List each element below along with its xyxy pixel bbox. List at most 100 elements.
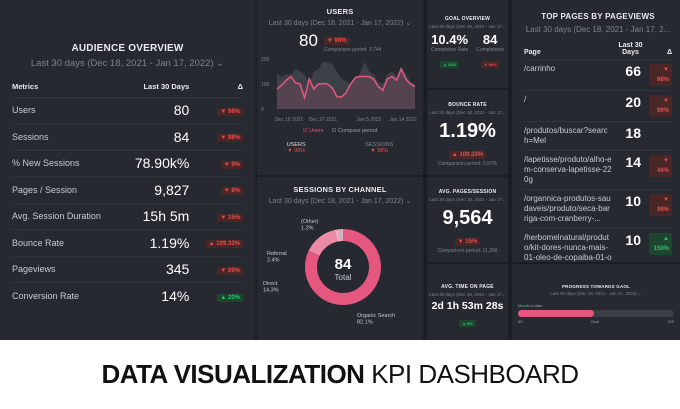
slice-label: Direct 14.3% xyxy=(263,281,279,294)
table-row: Sessions 84 ▼ 98% xyxy=(12,123,243,150)
panel-title: PROGRESS TOWARDS GAOL xyxy=(561,284,631,289)
date-range-dropdown[interactable]: Last 30 days (Dec 18, 2021 - Jan 17, 202… xyxy=(30,58,225,69)
legend-users[interactable]: ☑ Users xyxy=(302,128,324,134)
panel-title: GOAL OVERVIEW xyxy=(444,16,491,22)
panel-title: AUDIENCE OVERVIEW xyxy=(71,43,184,54)
footer-title: DATA VISUALIZATION KPI DASHBOARD xyxy=(0,340,680,409)
slice-other[interactable] xyxy=(340,229,343,242)
metric-value: 15h 5m xyxy=(120,202,198,230)
users-line xyxy=(276,67,416,101)
page-path[interactable]: /lapetisse/produto/alho-em-conserva-lape… xyxy=(524,150,612,190)
dashboard: AUDIENCE OVERVIEW Last 30 days (Dec 18, … xyxy=(0,0,680,340)
users-area xyxy=(277,69,415,109)
completion-rate-label: Completion Rate xyxy=(430,47,469,53)
comparison-text: Comparison period: 0.57% xyxy=(437,161,498,167)
avg-time-value: 2d 1h 53m 28s xyxy=(431,300,504,312)
change-badge: ▲ 28% xyxy=(440,61,460,68)
progress-fill xyxy=(518,310,595,317)
date-range: Last 30 days (Dec 18, 2021 - Jan 17... xyxy=(429,292,506,297)
metric-name: % New Sessions xyxy=(12,149,121,177)
table-row: /carrinho 66 ▼ 98% xyxy=(524,59,672,91)
date-range: Last 30 days (Dec 18, 2021 - Jan 17... xyxy=(429,24,506,29)
y-tick: 0 xyxy=(261,107,264,113)
page-views: 18 xyxy=(612,121,649,151)
x-tick: Jan 14 2022 xyxy=(389,117,417,123)
metric-name: Sessions xyxy=(12,123,121,150)
donut-total-label: Total xyxy=(335,273,352,282)
date-range: Last 30 days (Dec 18, 2021 - Jan 17... xyxy=(429,110,506,115)
avg-time-on-page-panel: AVG. TIME ON PAGE Last 30 days (Dec 18, … xyxy=(427,264,508,340)
change-badge: ▼ 98% xyxy=(649,194,672,216)
channel-donut-chart: Organic Search 82.1% Direct 14.3% Referral 2.… xyxy=(263,219,395,326)
chart-legend: ☑ Users ☑ Compare period xyxy=(257,128,423,134)
metric-value: 9,827 xyxy=(120,176,198,203)
change-badge: ▼ 46% xyxy=(649,155,672,177)
change-badge: ▲ 109.33% xyxy=(448,151,487,159)
page-path[interactable]: /produtos/buscar?search=Mel xyxy=(524,121,612,151)
comparison-text: Comparison period: 11,269 xyxy=(437,248,498,254)
slice-organic-search[interactable] xyxy=(305,229,381,305)
metric-name: Avg. Session Duration xyxy=(12,202,121,230)
date-range: Last 30 days (Dec 18, 2021 - Jan 17... xyxy=(429,197,506,202)
col-last-30: Last 30 Days xyxy=(618,42,643,56)
change-badge: ▼ 98% xyxy=(323,37,350,45)
change-badge: ▲ 5% xyxy=(459,320,476,327)
progress-end: 100 xyxy=(667,319,674,324)
date-range-dropdown[interactable]: Last 30 days (Dec 18, 2021 - Jan 17, 2..… xyxy=(525,25,671,34)
change-badge: ▼ 8% xyxy=(220,187,243,196)
slice-label: Organic Search 82.1% xyxy=(357,313,395,326)
footer-bold: DATA VISUALIZATION xyxy=(101,359,365,389)
completions-value: 84 xyxy=(482,32,498,47)
page-path[interactable]: /carrinho xyxy=(524,59,612,91)
page-views: 20 xyxy=(612,90,649,122)
col-delta: Δ xyxy=(666,49,672,56)
change-badge: ▼ 98% xyxy=(217,134,243,143)
table-row: /lapetisse/produto/alho-em-conserva-lape… xyxy=(524,150,672,190)
table-row: Avg. Session Duration 15h 5m ▼ 15% xyxy=(12,202,243,230)
top-pages-panel: TOP PAGES BY PAGEVIEWS Last 30 days (Dec… xyxy=(512,0,680,277)
y-tick: 200 xyxy=(261,57,270,63)
page-path[interactable]: / xyxy=(524,90,612,122)
col-delta: Δ xyxy=(237,82,243,92)
users-line-chart: 200 100 0 Dec 18 2021 Dec 27 2021 Jan 5 2022 J… xyxy=(261,57,417,123)
metric-name: Bounce Rate xyxy=(12,229,121,256)
tab-users[interactable]: USERS ▼ 98% xyxy=(286,142,306,154)
metric-value: 84 xyxy=(120,123,198,150)
change-badge: ▼ 9% xyxy=(220,160,243,169)
page-views: 10 xyxy=(612,189,649,229)
panel-title: AVG. PAGES/SESSION xyxy=(438,189,497,195)
date-range-dropdown[interactable]: Last 30 days (Dec 18, 2021 - Jan 17, 202… xyxy=(550,291,642,296)
date-range-dropdown[interactable]: Last 30 days (Dec 18, 2021 - Jan 17, 202… xyxy=(268,198,412,205)
compare-area xyxy=(277,61,415,109)
tab-sessions[interactable]: SESSIONS ▼ 98% xyxy=(365,142,394,154)
table-row: Pages / Session 9,827 ▼ 8% xyxy=(12,176,243,203)
table-row: Bounce Rate 1.19% ▲ 109.33% xyxy=(12,229,243,256)
page-path[interactable]: /organnica-produtos-saudaveis/produto/se… xyxy=(524,189,612,229)
table-row: Conversion Rate 14% ▲ 20% xyxy=(12,282,243,309)
comparison-text: Comparison period: 3,744 xyxy=(323,47,382,53)
x-tick: Dec 27 2021 xyxy=(309,117,338,123)
slice-referral[interactable] xyxy=(334,229,342,242)
bounce-rate-panel: BOUNCE RATE Last 30 days (Dec 18, 2021 -… xyxy=(427,90,508,175)
table-row: Users 80 ▼ 98% xyxy=(12,96,243,124)
metric-value: 80 xyxy=(120,96,198,124)
col-page: Page xyxy=(524,49,541,56)
legend-compare[interactable]: ☑ Compare period xyxy=(331,128,378,134)
table-row: /produtos/buscar?search=Mel 18 xyxy=(524,121,672,151)
metric-name: Users xyxy=(12,96,121,124)
table-row: /20 ▼ 99% xyxy=(524,90,672,122)
metric-name: Conversion Rate xyxy=(12,282,121,309)
progress-label: Month to date xyxy=(518,303,543,308)
date-range-dropdown[interactable]: Last 30 days (Dec 18, 2021 - Jan 17, 202… xyxy=(268,20,412,27)
donut-total: 84 xyxy=(335,256,352,273)
page-views: 14 xyxy=(612,150,649,190)
audience-table: Metrics Last 30 Days Δ Users 80 ▼ 98% Session… xyxy=(12,77,243,309)
table-row: Pageviews 345 ▼ 99% xyxy=(12,255,243,283)
page-views: 66 xyxy=(612,59,649,91)
slice-direct[interactable] xyxy=(308,229,338,256)
panel-title: USERS xyxy=(326,7,354,16)
change-badge: ▲ 150% xyxy=(649,233,672,255)
panel-title: AVG. TIME ON PAGE xyxy=(441,284,494,290)
panel-title: TOP PAGES BY PAGEVIEWS xyxy=(541,12,655,21)
goal-overview-panel: GOAL OVERVIEW Last 30 days (Dec 18, 2021… xyxy=(427,0,508,88)
